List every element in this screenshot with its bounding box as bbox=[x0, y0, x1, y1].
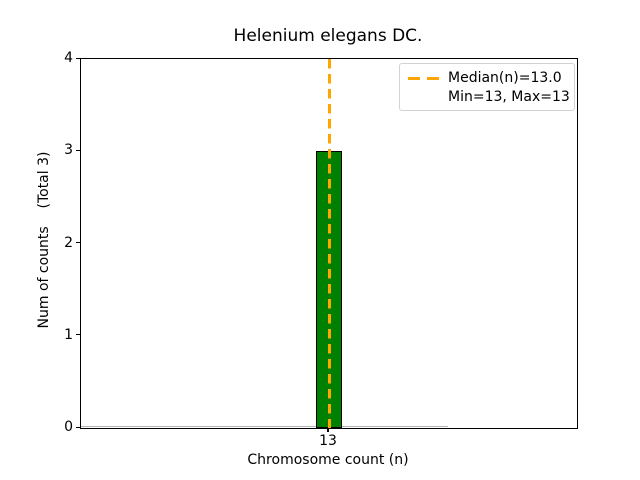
y-tick-mark bbox=[76, 242, 80, 244]
legend-minmax-label: Min=13, Max=13 bbox=[448, 89, 570, 105]
x-tick-mark bbox=[327, 428, 329, 432]
y-tick-mark bbox=[76, 57, 80, 59]
chart-title: Helenium elegans DC. bbox=[233, 26, 423, 46]
y-tick-label-4: 4 bbox=[64, 50, 73, 66]
median-line-legend-sample-icon bbox=[408, 77, 439, 80]
y-tick-mark bbox=[76, 149, 80, 151]
y-tick-label-0: 0 bbox=[64, 419, 73, 435]
x-tick-label-13: 13 bbox=[319, 433, 337, 449]
y-tick-label-2: 2 bbox=[64, 234, 73, 251]
median-dashed-line bbox=[327, 59, 331, 428]
plot-area: Median(n)=13.0 Min=13, Max=13 bbox=[80, 58, 578, 429]
x-axis-label: Chromosome count (n) bbox=[247, 452, 409, 468]
legend-entry-median: Median(n)=13.0 bbox=[408, 69, 566, 88]
legend-median-label: Median(n)=13.0 bbox=[448, 70, 562, 86]
legend-entry-minmax: Min=13, Max=13 bbox=[408, 88, 570, 107]
zero-count-baseline bbox=[81, 425, 448, 427]
legend-empty-sample bbox=[408, 96, 439, 99]
legend: Median(n)=13.0 Min=13, Max=13 bbox=[399, 63, 575, 111]
y-tick-label-3: 3 bbox=[64, 142, 73, 158]
y-tick-label-1: 1 bbox=[64, 327, 73, 343]
y-tick-mark bbox=[76, 334, 80, 336]
y-tick-mark bbox=[76, 426, 80, 428]
